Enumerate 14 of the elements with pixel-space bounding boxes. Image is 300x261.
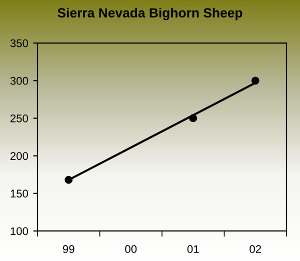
chart-title: Sierra Nevada Bighorn Sheep: [58, 8, 242, 20]
y-tick-label: 100: [10, 227, 28, 236]
y-tick-label: 350: [10, 39, 28, 48]
x-tick-label: 01: [187, 245, 199, 254]
x-tick-label: 00: [125, 245, 137, 254]
point: [251, 76, 260, 85]
x-tick-label: 02: [250, 245, 261, 254]
x-tick-label: 99: [62, 245, 74, 254]
point: [189, 114, 198, 122]
y-tick-label: 300: [10, 76, 28, 85]
y-tick-label: 250: [10, 114, 28, 122]
y-tick-label: 200: [10, 152, 28, 160]
y-tick-label: 150: [10, 190, 28, 198]
point: [64, 176, 73, 184]
